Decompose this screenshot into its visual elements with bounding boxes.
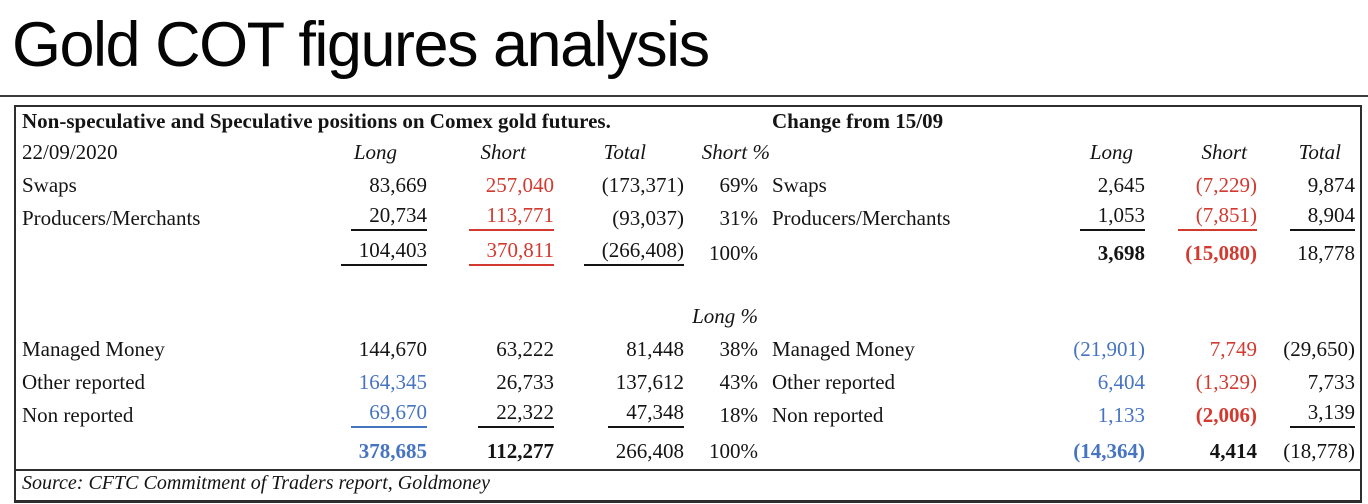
left-total-pct: 100% — [709, 439, 758, 463]
source-note: Source: CFTC Commitment of Traders repor… — [22, 472, 490, 494]
left-producers-long: 20,734 — [310, 203, 427, 231]
right-swaps-total: 9,874 — [1307, 173, 1355, 197]
left-other-short: 26,733 — [496, 370, 554, 394]
cot-table: Non-speculative and Speculative position… — [14, 105, 1362, 503]
left-producers-label: Producers/Merchants — [22, 206, 201, 230]
table-row-other: Other reported 164,345 26,733 137,612 43… — [16, 367, 1360, 400]
right-managed-total: (29,650) — [1283, 337, 1355, 361]
table-row-blank — [16, 271, 1360, 301]
left-swaps-total: (173,371) — [601, 173, 684, 197]
right-producers-label: Producers/Merchants — [772, 206, 951, 230]
left-swaps-long: 83,669 — [369, 173, 427, 197]
right-swaps-short: (7,229) — [1195, 173, 1257, 197]
left-swaps-short: 257,040 — [485, 173, 554, 197]
left-total-long: 378,685 — [358, 439, 427, 463]
left-header-short: Short — [480, 140, 526, 164]
left-non-short: 22,322 — [427, 400, 554, 428]
left-header-short-pct: Short % — [701, 140, 770, 164]
left-header-long-pct: Long % — [692, 304, 758, 328]
left-swaps-label: Swaps — [22, 173, 77, 197]
left-non-pct: 18% — [719, 403, 759, 427]
right-non-label: Non reported — [772, 403, 884, 427]
left-other-long: 164,345 — [358, 370, 427, 394]
left-producers-pct: 31% — [719, 206, 759, 230]
right-non-total: 3,139 — [1257, 400, 1357, 428]
right-header-short: Short — [1201, 140, 1247, 164]
right-swaps-label: Swaps — [772, 173, 827, 197]
left-subtotal-short: 370,811 — [427, 238, 554, 266]
table-row-producers: Producers/Merchants 20,734 113,771 (93,0… — [16, 203, 1360, 236]
right-table-title: Change from 15/09 — [772, 109, 944, 133]
left-swaps-pct: 69% — [719, 173, 759, 197]
right-other-short: (1,329) — [1195, 370, 1257, 394]
table-row-longpct: Long % — [16, 301, 1360, 334]
left-non-long: 69,670 — [310, 400, 427, 428]
left-header-long: Long — [353, 140, 397, 164]
table-row-source: Source: CFTC Commitment of Traders repor… — [16, 469, 1360, 500]
left-other-total: 137,612 — [615, 370, 684, 394]
left-total-short: 112,277 — [486, 439, 554, 463]
table-row-non: Non reported 69,670 22,322 47,348 18% No… — [16, 400, 1360, 433]
table-row-total: 378,685 112,277 266,408 100% (14,364) 4,… — [16, 433, 1360, 469]
right-producers-total: 8,904 — [1257, 203, 1357, 231]
left-managed-total: 81,448 — [626, 337, 684, 361]
page-title: Gold COT figures analysis — [12, 10, 710, 80]
left-header-total: Total — [603, 140, 646, 164]
left-managed-label: Managed Money — [22, 337, 165, 361]
left-total-total: 266,408 — [615, 439, 684, 463]
right-producers-long: 1,053 — [1020, 203, 1145, 231]
left-managed-pct: 38% — [719, 337, 759, 361]
right-subtotal-total: 18,778 — [1297, 241, 1355, 265]
table-row-titles: Non-speculative and Speculative position… — [16, 107, 1360, 139]
right-other-long: 6,404 — [1097, 370, 1145, 394]
right-subtotal-long: 3,698 — [1097, 241, 1145, 265]
right-managed-short: 7,749 — [1209, 337, 1257, 361]
report-date: 22/09/2020 — [22, 140, 118, 164]
right-header-total: Total — [1298, 140, 1341, 164]
left-non-label: Non reported — [22, 403, 134, 427]
table-row-swaps: Swaps 83,669 257,040 (173,371) 69% Swaps… — [16, 170, 1360, 203]
right-subtotal-short: (15,080) — [1185, 241, 1257, 265]
right-non-short: (2,006) — [1195, 403, 1257, 427]
left-other-pct: 43% — [719, 370, 759, 394]
left-non-total: 47,348 — [554, 400, 684, 428]
table-row-subtotal: 104,403 370,811 (266,408) 100% 3,698 (15… — [16, 236, 1360, 271]
right-total-long: (14,364) — [1073, 439, 1145, 463]
left-producers-short: 113,771 — [427, 203, 554, 231]
left-subtotal-pct: 100% — [709, 241, 758, 265]
left-producers-total: (93,037) — [612, 206, 684, 230]
right-total-short: 4,414 — [1209, 439, 1257, 463]
left-other-label: Other reported — [22, 370, 146, 394]
right-other-label: Other reported — [772, 370, 896, 394]
left-table-title: Non-speculative and Speculative position… — [22, 109, 611, 133]
right-swaps-long: 2,645 — [1097, 173, 1145, 197]
right-non-long: 1,133 — [1097, 403, 1145, 427]
right-managed-label: Managed Money — [772, 337, 915, 361]
left-managed-long: 144,670 — [358, 337, 427, 361]
title-area: Gold COT figures analysis — [0, 0, 1368, 97]
table-row-managed: Managed Money 144,670 63,222 81,448 38% … — [16, 334, 1360, 367]
left-managed-short: 63,222 — [496, 337, 554, 361]
left-subtotal-long: 104,403 — [310, 238, 427, 266]
right-total-total: (18,778) — [1283, 439, 1355, 463]
right-other-total: 7,733 — [1307, 370, 1355, 394]
left-subtotal-total: (266,408) — [554, 238, 684, 266]
table-row-headers: 22/09/2020 Long Short Total Short % Long… — [16, 139, 1360, 170]
right-header-long: Long — [1089, 140, 1133, 164]
right-producers-short: (7,851) — [1145, 203, 1257, 231]
right-managed-long: (21,901) — [1073, 337, 1145, 361]
